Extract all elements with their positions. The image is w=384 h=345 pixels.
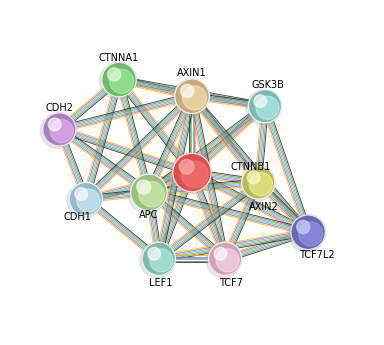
Circle shape <box>256 96 279 119</box>
Circle shape <box>43 113 76 146</box>
Circle shape <box>179 159 194 174</box>
Circle shape <box>299 222 323 246</box>
Circle shape <box>170 154 210 194</box>
Circle shape <box>109 69 134 93</box>
Circle shape <box>209 242 242 275</box>
Circle shape <box>297 220 310 234</box>
Circle shape <box>140 243 175 278</box>
Circle shape <box>69 183 103 216</box>
Circle shape <box>291 215 325 249</box>
Circle shape <box>148 247 161 260</box>
Circle shape <box>40 114 75 148</box>
Circle shape <box>142 242 175 275</box>
Text: CTNNA1: CTNNA1 <box>99 53 139 63</box>
Circle shape <box>67 183 102 218</box>
Circle shape <box>77 189 100 212</box>
Circle shape <box>247 171 260 184</box>
Circle shape <box>131 174 167 211</box>
Text: LEF1: LEF1 <box>149 278 172 288</box>
Text: TCF7: TCF7 <box>219 278 243 288</box>
Text: CTNNB1: CTNNB1 <box>230 161 270 171</box>
Circle shape <box>137 180 151 194</box>
Circle shape <box>216 249 239 272</box>
Text: CDH2: CDH2 <box>45 103 73 113</box>
Circle shape <box>108 68 121 81</box>
Circle shape <box>288 216 324 252</box>
Circle shape <box>249 172 272 196</box>
Text: AXIN1: AXIN1 <box>177 68 207 78</box>
Circle shape <box>173 153 211 192</box>
Circle shape <box>248 90 281 123</box>
Text: TCF7L2: TCF7L2 <box>299 250 334 260</box>
Circle shape <box>150 249 173 272</box>
Circle shape <box>99 63 136 99</box>
Circle shape <box>206 243 241 278</box>
Circle shape <box>50 119 73 142</box>
Circle shape <box>175 79 209 114</box>
Circle shape <box>172 80 209 116</box>
Circle shape <box>254 95 266 108</box>
Circle shape <box>182 86 207 110</box>
Circle shape <box>214 247 227 260</box>
Text: AXIN2: AXIN2 <box>248 202 278 212</box>
Circle shape <box>181 161 209 188</box>
Circle shape <box>139 181 164 207</box>
Text: CDH1: CDH1 <box>64 212 91 222</box>
Circle shape <box>128 175 166 213</box>
Text: GSK3B: GSK3B <box>252 80 285 90</box>
Circle shape <box>48 118 61 131</box>
Circle shape <box>75 188 88 200</box>
Circle shape <box>246 90 281 125</box>
Text: APC: APC <box>139 210 159 220</box>
Circle shape <box>239 167 274 201</box>
Circle shape <box>180 85 194 98</box>
Circle shape <box>102 62 136 97</box>
Circle shape <box>242 166 275 199</box>
